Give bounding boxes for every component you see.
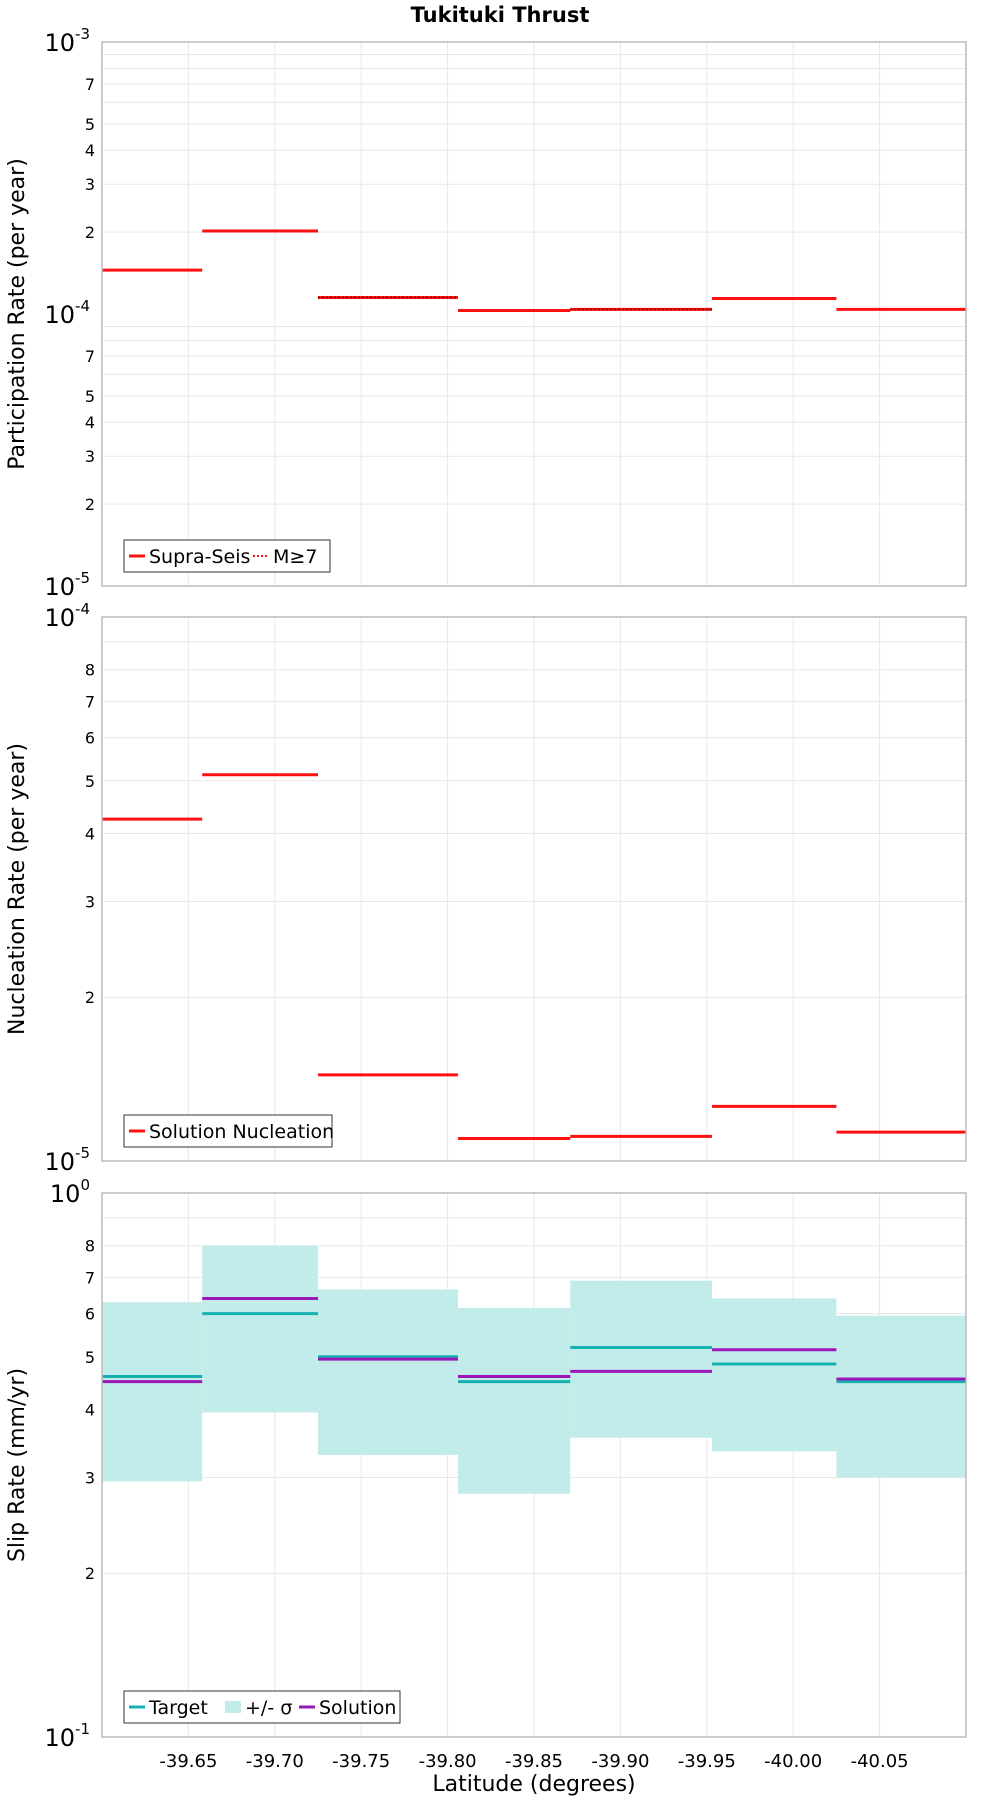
y-tick-label: 3 (85, 175, 95, 194)
y-tick-label: 6 (85, 1305, 95, 1324)
y-tick-label: 3 (85, 892, 95, 911)
legend-entry: Supra-Seis (149, 546, 250, 568)
legend-entry: Solution Nucleation (149, 1121, 334, 1143)
y-tick-label: 3 (85, 1468, 95, 1487)
legend-swatch-band (225, 1701, 241, 1713)
x-tick-label: -40.00 (764, 1751, 822, 1772)
y-tick-label: 7 (85, 1268, 95, 1287)
y-decade-label: 10-4 (44, 297, 90, 329)
legend-box (123, 1114, 333, 1148)
y-tick-label: 2 (85, 223, 95, 242)
y-tick-label: 5 (85, 1348, 95, 1367)
legend-entry: Target (148, 1697, 208, 1719)
sigma-band-segment (102, 1302, 203, 1482)
y-tick-label: 7 (85, 347, 95, 366)
x-tick-label: -40.05 (851, 1751, 909, 1772)
y-tick-label: 4 (85, 413, 95, 432)
y-tick-label: 8 (85, 661, 95, 680)
y-axis-label: Participation Rate (per year) (5, 158, 30, 470)
y-tick-label: 4 (85, 824, 95, 843)
x-tick-label: -39.65 (159, 1751, 217, 1772)
x-tick-label: -39.80 (419, 1751, 477, 1772)
y-tick-label: 5 (85, 772, 95, 791)
y-decade-label: 10-5 (44, 1144, 90, 1176)
y-decade-label: 100 (50, 1176, 90, 1208)
plot-frame (101, 616, 967, 1162)
x-axis-label: Latitude (degrees) (432, 1772, 635, 1797)
sigma-band-segment (202, 1245, 318, 1413)
legend-entry: +/- σ (245, 1697, 292, 1719)
panel-slip: 2 3 4 5 6 7 8 100 10-1 Slip Rate (mm/yr) Target +/-… (5, 1176, 967, 1772)
sigma-band-segment (570, 1280, 712, 1438)
x-tick-label: -39.95 (678, 1751, 736, 1772)
plot-frame (101, 41, 967, 587)
sigma-band-segment (457, 1307, 571, 1494)
x-tick-label: -39.70 (246, 1751, 304, 1772)
y-tick-label: 5 (85, 387, 95, 406)
y-tick-label: 7 (85, 692, 95, 711)
panel-nucleation: 2 3 4 5 6 7 8 10-4 10-5 Nucleation Rate (per year… (5, 600, 967, 1176)
legend: Solution Nucleation (123, 1114, 334, 1148)
y-decade-label: 10-1 (44, 1720, 90, 1752)
chart-title: Tukituki Thrust (411, 3, 590, 27)
y-tick-label: 3 (85, 447, 95, 466)
y-tick-label: 5 (85, 115, 95, 134)
y-tick-label: 2 (85, 988, 95, 1007)
legend-box (123, 1690, 401, 1724)
x-tick-label: -39.75 (332, 1751, 390, 1772)
y-decade-label: 10-5 (44, 569, 90, 601)
y-tick-label: 7 (85, 75, 95, 94)
legend-box (123, 539, 331, 573)
y-axis-label: Nucleation Rate (per year) (5, 743, 30, 1035)
y-decade-label: 10-3 (44, 25, 90, 57)
sigma-band-segment (318, 1289, 458, 1455)
sigma-band-segment (836, 1315, 966, 1478)
legend: Supra-Seis M≥7 (123, 539, 331, 573)
legend-entry: M≥7 (273, 546, 317, 568)
y-axis-label: Slip Rate (mm/yr) (5, 1368, 30, 1562)
legend: Target +/- σ Solution (123, 1690, 401, 1724)
plot-frame (101, 1192, 967, 1738)
y-tick-label: 2 (85, 1564, 95, 1583)
y-tick-label: 6 (85, 729, 95, 748)
sigma-band-segment (711, 1298, 837, 1452)
y-tick-label: 4 (85, 1400, 95, 1419)
y-tick-label: 4 (85, 141, 95, 160)
y-tick-label: 8 (85, 1237, 95, 1256)
y-tick-label: 2 (85, 495, 95, 514)
panel-participation: 2 3 4 5 7 2 3 4 5 7 10-3 10-4 10-5 Participation Rate… (5, 25, 967, 601)
y-decade-label: 10-4 (44, 600, 90, 632)
x-tick-label: -39.90 (591, 1751, 649, 1772)
legend-entry: Solution (319, 1697, 396, 1719)
x-tick-label: -39.85 (505, 1751, 563, 1772)
